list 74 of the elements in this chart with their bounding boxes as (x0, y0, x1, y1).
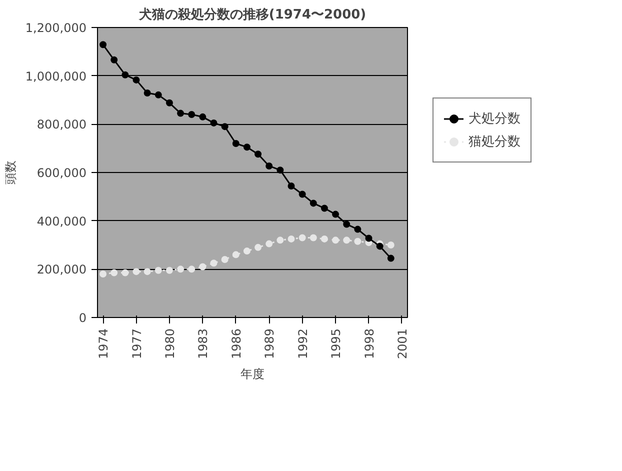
x-tick-label: 2001 (395, 328, 410, 360)
point (144, 90, 151, 96)
x-tick-label: 1980 (162, 328, 177, 360)
point (320, 204, 328, 212)
point (276, 236, 284, 244)
point (288, 235, 295, 242)
x-tick-label: 1992 (296, 328, 310, 360)
point (100, 270, 107, 278)
point (387, 242, 394, 248)
point (110, 56, 118, 64)
point (288, 182, 295, 190)
point (122, 71, 129, 78)
point (343, 236, 350, 244)
point (210, 119, 218, 126)
point (210, 260, 218, 267)
point (298, 190, 306, 198)
point (354, 226, 362, 233)
point (266, 162, 273, 170)
point (365, 234, 372, 242)
point (188, 266, 196, 273)
point (343, 220, 350, 228)
point (376, 242, 384, 250)
point (254, 244, 262, 251)
point (310, 200, 317, 207)
point (310, 234, 317, 242)
point (332, 210, 340, 218)
point (332, 236, 340, 244)
point (199, 263, 206, 270)
point (166, 266, 173, 274)
x-tick-label: 1986 (229, 328, 244, 360)
legend-label: 猫処分数 (468, 134, 520, 150)
y-tick-label: 1,200,000 (25, 21, 87, 35)
chart-title: 犬猫の殺処分数の推移(1974〜2000) (138, 8, 366, 22)
point (276, 166, 284, 174)
x-tick-label: 1989 (262, 328, 277, 360)
point (243, 144, 250, 151)
point (154, 266, 162, 274)
x-tick-label: 1983 (196, 328, 210, 360)
point (177, 110, 184, 117)
legend-label: 犬処分数 (468, 110, 520, 128)
point (154, 91, 162, 98)
point (266, 240, 273, 248)
point (110, 269, 118, 276)
point (320, 235, 328, 242)
point (100, 41, 107, 48)
point (298, 234, 306, 242)
y-tick-label: 0 (78, 311, 87, 325)
point (232, 251, 240, 258)
x-tick-label: 1977 (130, 328, 144, 360)
y-tick-label: 800,000 (36, 118, 86, 132)
y-tick-label: 400,000 (36, 214, 86, 228)
point (132, 76, 140, 84)
point (221, 256, 228, 263)
point (166, 99, 173, 106)
point (232, 140, 240, 147)
y-tick-label: 600,000 (36, 166, 86, 180)
point (122, 269, 129, 276)
point (199, 113, 206, 120)
point (243, 248, 250, 255)
y-tick-label: 1,000,000 (25, 69, 87, 84)
x-tick-label: 1998 (362, 328, 376, 360)
point (354, 238, 362, 245)
point (177, 266, 184, 273)
point (254, 150, 262, 158)
point (387, 254, 394, 262)
y-tick-label: 200,000 (36, 262, 86, 277)
point (132, 268, 140, 276)
point (221, 123, 228, 130)
x-axis-title: 年度 (240, 367, 264, 382)
x-tick-label: 1995 (329, 328, 344, 360)
point (144, 268, 151, 276)
point (188, 111, 196, 118)
x-tick-label: 1974 (96, 328, 111, 360)
y-axis-title: 頭数 (3, 160, 18, 184)
